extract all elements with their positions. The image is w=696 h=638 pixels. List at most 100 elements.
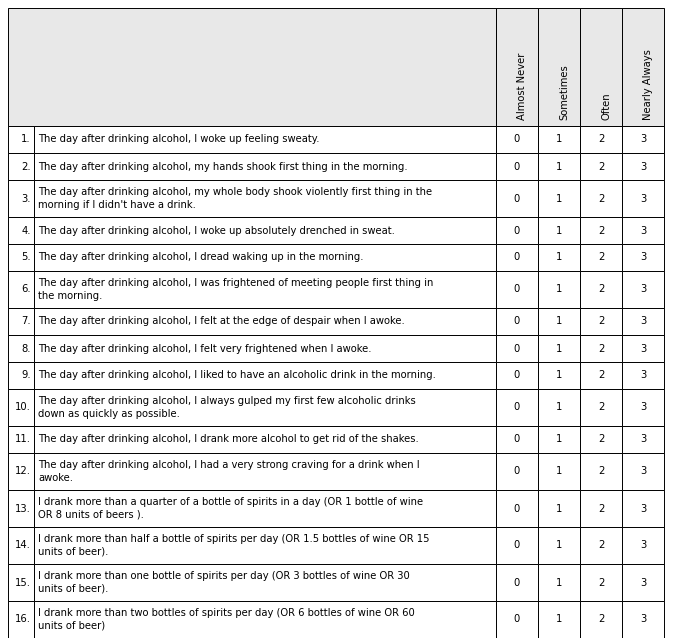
Bar [496, 180, 538, 217]
Bar [622, 564, 664, 601]
Text: 13.: 13. [15, 503, 31, 514]
Text: 15.: 15. [15, 577, 31, 588]
Text: 0: 0 [514, 577, 520, 588]
Text: 0: 0 [514, 434, 520, 445]
Bar [34, 126, 496, 153]
Bar [538, 180, 580, 217]
Bar [622, 362, 664, 389]
Bar [34, 389, 496, 426]
Bar [580, 335, 622, 362]
Bar [496, 527, 538, 564]
Text: Sometimes: Sometimes [559, 64, 569, 120]
Bar [34, 601, 496, 638]
Text: 2: 2 [598, 343, 604, 353]
Text: 0: 0 [514, 343, 520, 353]
Text: 3.: 3. [22, 193, 31, 204]
Text: 3: 3 [640, 540, 646, 551]
Text: 3: 3 [640, 343, 646, 353]
Bar [580, 453, 622, 490]
Bar [34, 244, 496, 271]
Text: 1: 1 [556, 316, 562, 327]
Text: 1: 1 [556, 577, 562, 588]
Bar [622, 490, 664, 527]
Text: I drank more than half a bottle of spirits per day (OR 1.5 bottles of wine OR 15: I drank more than half a bottle of spiri… [38, 534, 429, 557]
Text: 2: 2 [598, 614, 604, 625]
Text: 14.: 14. [15, 540, 31, 551]
Bar [34, 490, 496, 527]
Bar [580, 244, 622, 271]
Text: 0: 0 [514, 253, 520, 262]
Text: The day after drinking alcohol, I had a very strong craving for a drink when I
a: The day after drinking alcohol, I had a … [38, 460, 420, 483]
Text: 3: 3 [640, 253, 646, 262]
Text: 3: 3 [640, 161, 646, 172]
Bar [8, 180, 34, 217]
Text: 2: 2 [598, 316, 604, 327]
Bar [496, 426, 538, 453]
Text: 1: 1 [556, 193, 562, 204]
Text: 3: 3 [640, 371, 646, 380]
Bar [8, 8, 496, 126]
Bar [622, 126, 664, 153]
Text: 0: 0 [514, 193, 520, 204]
Text: 2: 2 [598, 253, 604, 262]
Text: 5.: 5. [22, 253, 31, 262]
Bar [580, 389, 622, 426]
Bar [34, 453, 496, 490]
Text: The day after drinking alcohol, my hands shook first thing in the morning.: The day after drinking alcohol, my hands… [38, 161, 408, 172]
Bar [34, 153, 496, 180]
Bar [538, 362, 580, 389]
Bar [580, 153, 622, 180]
Bar [496, 389, 538, 426]
Text: I drank more than a quarter of a bottle of spirits in a day (OR 1 bottle of wine: I drank more than a quarter of a bottle … [38, 497, 423, 520]
Text: 0: 0 [514, 285, 520, 295]
Bar [580, 564, 622, 601]
Text: 1: 1 [556, 285, 562, 295]
Bar [496, 490, 538, 527]
Text: 10.: 10. [15, 403, 31, 413]
Bar [496, 564, 538, 601]
Bar [580, 126, 622, 153]
Bar [622, 8, 664, 126]
Bar [8, 308, 34, 335]
Text: 0: 0 [514, 403, 520, 413]
Text: The day after drinking alcohol, I liked to have an alcoholic drink in the mornin: The day after drinking alcohol, I liked … [38, 371, 436, 380]
Bar [538, 217, 580, 244]
Text: 1: 1 [556, 371, 562, 380]
Text: 2: 2 [598, 161, 604, 172]
Text: 6.: 6. [22, 285, 31, 295]
Text: Nearly Always: Nearly Always [643, 49, 653, 120]
Bar [8, 271, 34, 308]
Text: The day after drinking alcohol, I woke up feeling sweaty.: The day after drinking alcohol, I woke u… [38, 135, 319, 144]
Bar [34, 180, 496, 217]
Text: 2: 2 [598, 540, 604, 551]
Text: 0: 0 [514, 466, 520, 477]
Bar [8, 601, 34, 638]
Text: 16.: 16. [15, 614, 31, 625]
Text: 2: 2 [598, 577, 604, 588]
Bar [496, 8, 538, 126]
Bar [622, 453, 664, 490]
Bar [8, 564, 34, 601]
Bar [580, 180, 622, 217]
Bar [496, 271, 538, 308]
Text: 1: 1 [556, 434, 562, 445]
Bar [580, 426, 622, 453]
Text: The day after drinking alcohol, I was frightened of meeting people first thing i: The day after drinking alcohol, I was fr… [38, 278, 434, 301]
Bar [8, 362, 34, 389]
Bar [622, 153, 664, 180]
Text: 0: 0 [514, 225, 520, 235]
Bar [538, 490, 580, 527]
Text: The day after drinking alcohol, I woke up absolutely drenched in sweat.: The day after drinking alcohol, I woke u… [38, 225, 395, 235]
Text: Often: Often [601, 93, 611, 120]
Text: 7.: 7. [22, 316, 31, 327]
Bar [8, 389, 34, 426]
Text: 1: 1 [556, 135, 562, 144]
Text: The day after drinking alcohol, my whole body shook violently first thing in the: The day after drinking alcohol, my whole… [38, 187, 432, 210]
Bar [622, 180, 664, 217]
Bar [496, 453, 538, 490]
Bar [538, 564, 580, 601]
Bar [8, 244, 34, 271]
Bar [622, 389, 664, 426]
Text: I drank more than two bottles of spirits per day (OR 6 bottles of wine OR 60
uni: I drank more than two bottles of spirits… [38, 608, 415, 631]
Text: The day after drinking alcohol, I felt at the edge of despair when I awoke.: The day after drinking alcohol, I felt a… [38, 316, 405, 327]
